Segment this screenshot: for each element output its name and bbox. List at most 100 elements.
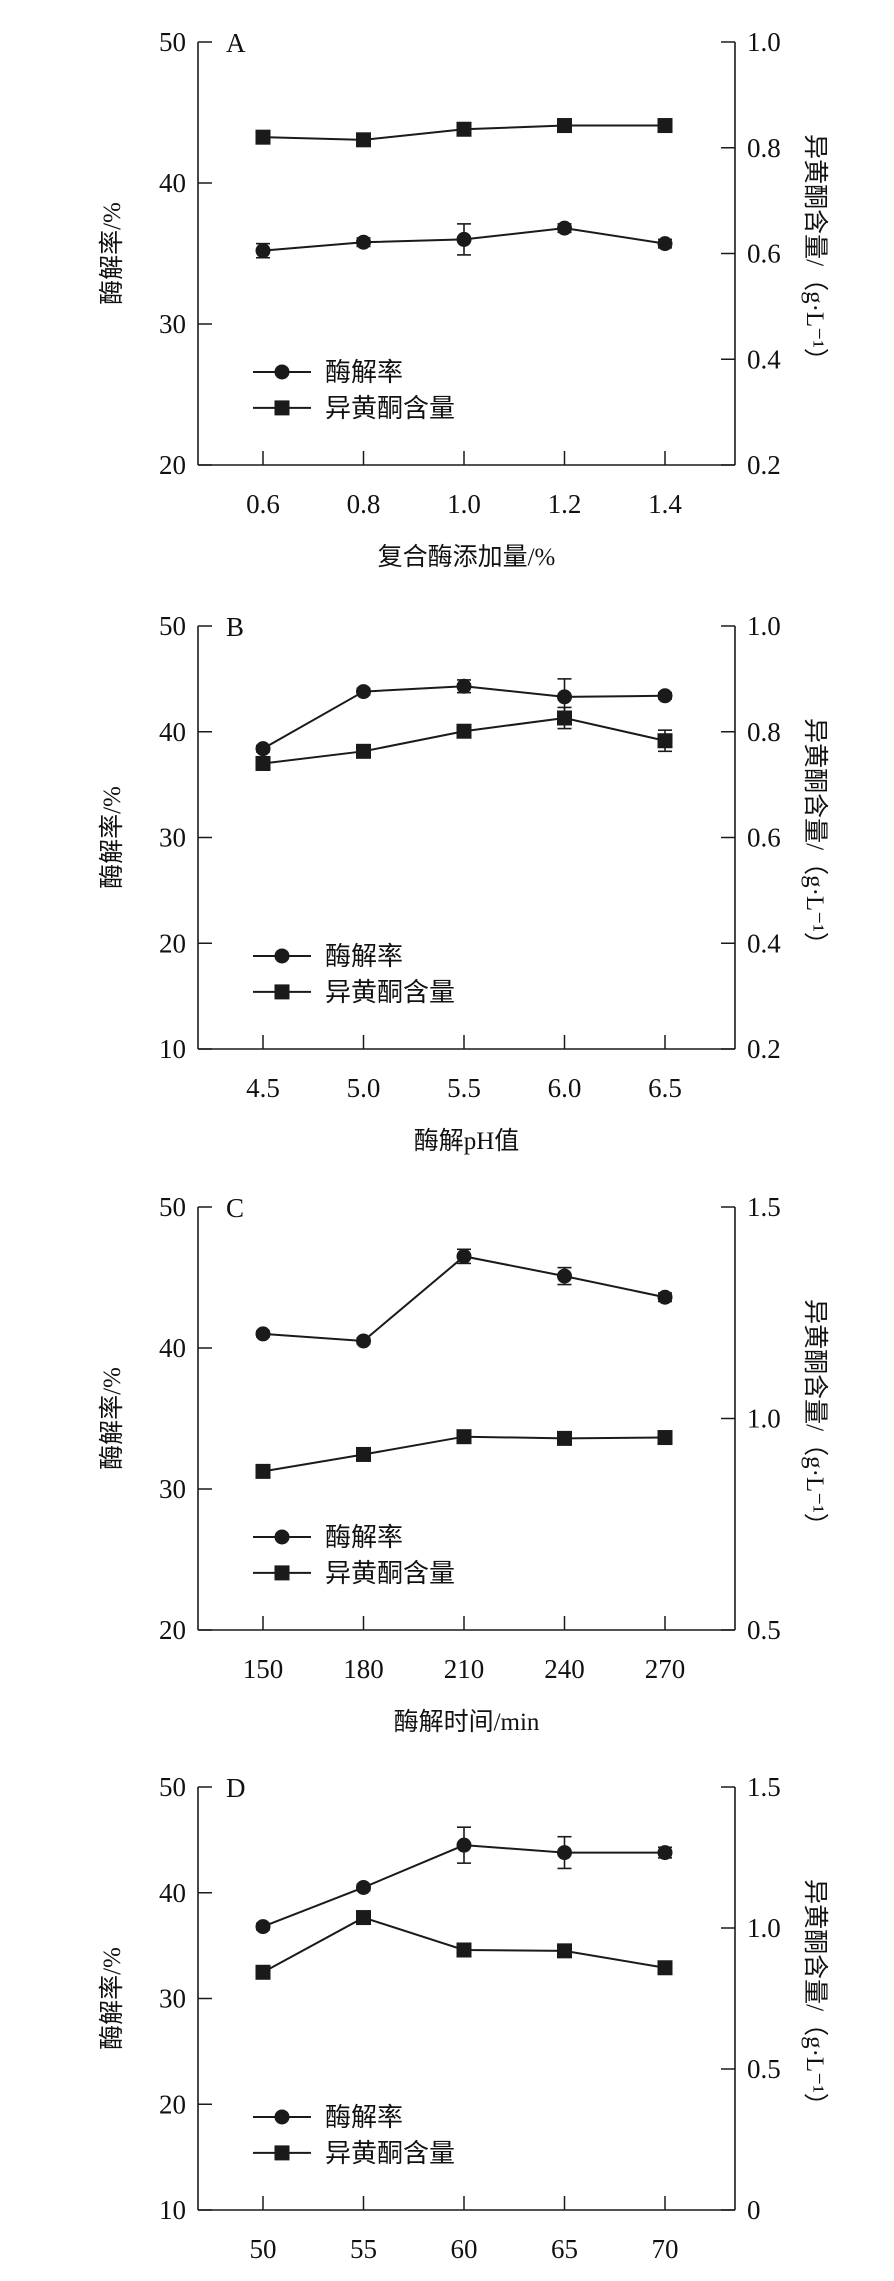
series-line (262, 1255, 666, 1342)
y2-tick-label: 0.5 (747, 2054, 781, 2084)
y2-tick-label: 0.2 (747, 1034, 781, 1064)
y2-tick-label: 0 (747, 2195, 761, 2225)
data-point (557, 1430, 572, 1446)
y2-axis-label: 异黄酮含量/（g·L⁻¹） (801, 1879, 829, 2118)
x-tick-label: 210 (444, 1654, 485, 1684)
data-point (356, 1446, 371, 1462)
series-line (262, 685, 666, 750)
series-isoflavone-content (255, 1910, 673, 1980)
x-tick-label: 65 (551, 2234, 578, 2264)
y-axis-label: 酶解率/% (98, 786, 126, 889)
data-point (657, 1430, 673, 1446)
legend-label: 酶解率 (325, 358, 403, 387)
series-hydrolysis-rate (255, 220, 673, 259)
data-point (657, 118, 673, 134)
y-tick-label: 30 (159, 1984, 186, 2014)
x-axis-label: 酶解pH值 (414, 1127, 520, 1155)
data-point (557, 1943, 572, 1959)
y2-tick-label: 0.8 (747, 133, 781, 163)
x-tick-label: 6.0 (548, 1073, 582, 1103)
y2-tick-label: 0.5 (747, 1615, 781, 1645)
legend-circle-marker (274, 948, 290, 964)
legend-circle-marker (274, 364, 290, 380)
data-point (456, 1837, 472, 1853)
y-axis-label: 酶解率/% (98, 1947, 126, 2050)
y-axis-label: 酶解率/% (98, 1367, 126, 1470)
legend-circle-marker (274, 2109, 290, 2125)
y-tick-label: 40 (159, 168, 186, 198)
x-tick-label: 70 (652, 2234, 679, 2264)
y-tick-label: 30 (159, 1474, 186, 1504)
y-tick-label: 50 (159, 27, 186, 57)
x-tick-label: 150 (243, 1654, 284, 1684)
series-hydrolysis-rate (255, 1248, 673, 1349)
y2-tick-label: 0.6 (747, 239, 781, 269)
y2-tick-label: 1.0 (747, 611, 781, 641)
data-point (255, 1463, 271, 1479)
panel-label: B (226, 612, 244, 642)
data-point (255, 755, 271, 771)
data-point (255, 1964, 271, 1980)
x-tick-label: 0.8 (347, 489, 381, 519)
x-tick-label: 180 (343, 1654, 384, 1684)
y-tick-label: 30 (159, 309, 186, 339)
x-tick-label: 1.0 (447, 489, 481, 519)
data-point (557, 1845, 572, 1861)
legend-square-marker (274, 400, 290, 416)
chart-panel-c: C 20 30 40 50 0.5 1.0 1.5 150 180 210 240 270 酶解时间/mi… (98, 1192, 829, 1736)
x-tick-label: 60 (451, 2234, 478, 2264)
series-hydrolysis-rate (255, 1826, 673, 1935)
data-point (557, 1268, 572, 1284)
panel-label: C (226, 1193, 244, 1223)
data-point (255, 243, 271, 259)
data-point (557, 689, 572, 705)
data-point (657, 733, 673, 749)
legend-label: 异黄酮含量 (325, 978, 455, 1007)
x-tick-label: 1.2 (548, 489, 582, 519)
y2-axis-label: 异黄酮含量/（g·L⁻¹） (801, 1299, 829, 1538)
y-tick-label: 20 (159, 1615, 186, 1645)
data-point (456, 121, 472, 137)
legend-label: 酶解率 (325, 1523, 403, 1552)
data-point (657, 1845, 673, 1861)
y2-tick-label: 0.8 (747, 717, 781, 747)
data-point (456, 723, 472, 739)
data-point (456, 1942, 472, 1958)
data-point (255, 129, 271, 145)
data-point (456, 1429, 472, 1445)
series-isoflavone-content (255, 706, 673, 771)
x-tick-label: 5.5 (447, 1073, 481, 1103)
chart-panel-a: A 20 30 40 50 0.2 0.4 0.6 0.8 1.0 0.6 0.8 1.0 1.2 1.4 复… (98, 27, 829, 571)
y2-tick-label: 0.4 (747, 928, 781, 958)
data-point (657, 236, 673, 252)
data-point (356, 1910, 371, 1926)
y-tick-label: 50 (159, 611, 186, 641)
data-point (255, 1919, 271, 1935)
series-isoflavone-content (255, 1429, 673, 1479)
x-axis-label: 复合酶添加量/% (378, 543, 556, 571)
y2-axis-label: 异黄酮含量/（g·L⁻¹） (801, 134, 829, 373)
x-tick-label: 270 (645, 1654, 686, 1684)
legend-square-marker (274, 2145, 290, 2161)
y-tick-label: 40 (159, 1333, 186, 1363)
data-point (557, 710, 572, 726)
y2-tick-label: 1.5 (747, 1192, 781, 1222)
x-axis-label: 酶解时间/min (394, 1708, 540, 1736)
y-tick-label: 40 (159, 1878, 186, 1908)
data-point (356, 132, 371, 148)
legend-label: 异黄酮含量 (325, 394, 455, 423)
y-tick-label: 40 (159, 717, 186, 747)
x-tick-label: 1.4 (648, 489, 682, 519)
series-isoflavone-content (255, 118, 673, 148)
y-tick-label: 20 (159, 928, 186, 958)
data-point (356, 1879, 371, 1895)
y2-axis-label: 异黄酮含量/（g·L⁻¹） (801, 718, 829, 957)
data-point (557, 220, 572, 236)
x-tick-label: 50 (250, 2234, 277, 2264)
x-tick-label: 4.5 (246, 1073, 280, 1103)
data-point (356, 234, 371, 250)
